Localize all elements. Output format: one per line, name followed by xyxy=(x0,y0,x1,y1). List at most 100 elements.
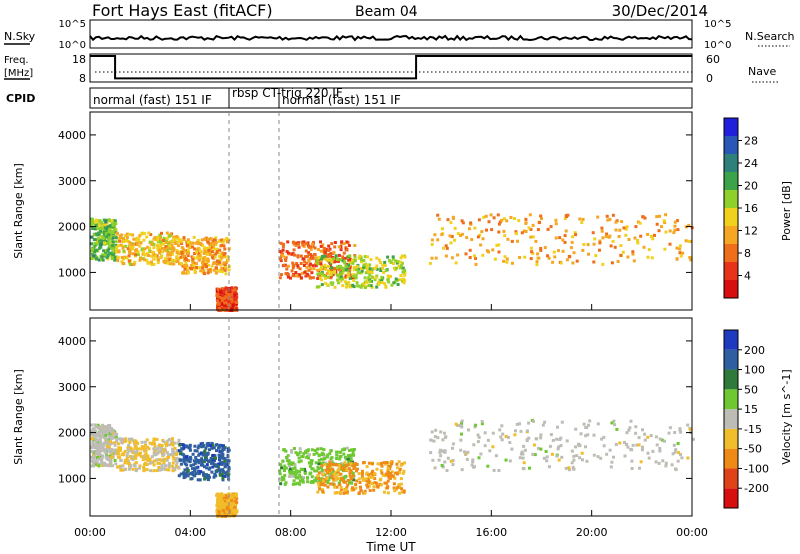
echo-cell xyxy=(664,461,668,465)
echo-cell xyxy=(183,468,187,472)
echo-cell xyxy=(316,447,320,451)
echo-cell xyxy=(177,474,181,478)
echo-cell xyxy=(216,303,219,307)
echo-cell xyxy=(352,279,356,282)
echo-cell xyxy=(554,236,558,240)
echo-cell xyxy=(350,481,354,485)
echo-cell xyxy=(97,464,101,468)
echo-cell xyxy=(188,266,192,270)
echo-cell xyxy=(539,447,543,451)
echo-cell xyxy=(332,260,336,264)
echo-cell xyxy=(203,477,207,481)
y-tick-label: 3000 xyxy=(58,175,86,188)
time-axis: 00:00 04:00 08:00 12:00 16:00 20:00 00:00 xyxy=(74,304,708,539)
echo-cell xyxy=(235,295,239,299)
echo-cell xyxy=(575,454,579,458)
echo-cell xyxy=(215,504,219,508)
echo-cell xyxy=(90,433,93,437)
echo-cell xyxy=(225,290,228,294)
echo-cell xyxy=(104,431,108,435)
echo-cell xyxy=(206,271,210,275)
echo-cell xyxy=(310,448,314,452)
echo-cell xyxy=(199,250,203,254)
echo-cell xyxy=(523,448,527,452)
echo-cell xyxy=(166,257,170,261)
echo-cell xyxy=(343,260,347,264)
echo-cell xyxy=(92,464,96,468)
echo-cell xyxy=(341,266,345,270)
echo-cell xyxy=(375,285,379,289)
echo-cell xyxy=(316,490,320,494)
echo-cell xyxy=(348,276,352,280)
echo-cell xyxy=(98,432,102,436)
echo-cell xyxy=(337,464,341,467)
echo-cell xyxy=(328,253,332,257)
echo-cell xyxy=(297,460,301,464)
echo-cell xyxy=(317,256,320,260)
echo-cell xyxy=(137,237,141,241)
echo-cell xyxy=(173,441,177,445)
echo-cell xyxy=(483,431,487,435)
echo-cell xyxy=(323,457,327,461)
echo-cell xyxy=(94,429,98,433)
echo-cell xyxy=(134,253,138,257)
echo-cell xyxy=(330,258,333,262)
echo-cell xyxy=(331,463,335,467)
power-echo-group xyxy=(90,213,694,312)
echo-cell xyxy=(187,271,190,274)
echo-cell xyxy=(150,242,154,246)
echo-cell xyxy=(510,239,514,243)
echo-cell xyxy=(686,423,690,427)
echo-cell xyxy=(207,248,211,252)
echo-cell xyxy=(444,244,448,248)
echo-cell xyxy=(220,254,224,258)
echo-cell xyxy=(445,469,449,472)
echo-cell xyxy=(195,460,199,463)
echo-cell xyxy=(641,428,644,432)
echo-cell xyxy=(234,494,238,498)
echo-cell xyxy=(96,239,100,243)
echo-cell xyxy=(143,463,147,467)
echo-cell xyxy=(235,497,239,501)
echo-cell xyxy=(508,441,512,444)
echo-cell xyxy=(301,455,305,459)
echo-cell xyxy=(278,469,282,473)
echo-cell xyxy=(90,257,94,260)
echo-cell xyxy=(153,236,157,240)
echo-cell xyxy=(575,259,579,263)
echo-cell xyxy=(309,267,313,271)
echo-cell xyxy=(558,438,562,441)
echo-cell xyxy=(192,256,196,260)
nsky-label: N.Sky xyxy=(4,30,36,43)
echo-cell xyxy=(94,460,98,463)
echo-cell xyxy=(218,260,222,264)
echo-cell xyxy=(672,231,676,235)
echo-cell xyxy=(453,238,457,242)
echo-cell xyxy=(164,441,168,445)
echo-cell xyxy=(128,455,132,458)
echo-cell xyxy=(131,458,135,462)
echo-cell xyxy=(444,254,448,258)
echo-cell xyxy=(108,227,111,231)
echo-cell xyxy=(97,452,101,456)
echo-cell xyxy=(121,437,125,441)
echo-cell xyxy=(182,457,186,461)
echo-cell xyxy=(92,426,96,430)
echo-cell xyxy=(535,437,539,441)
echo-cell xyxy=(433,466,437,470)
echo-cell xyxy=(97,227,101,231)
nsearch-label: N.Search xyxy=(745,30,795,43)
echo-cell xyxy=(210,255,214,259)
echo-cell xyxy=(101,428,105,432)
echo-cell xyxy=(329,471,333,475)
echo-cell xyxy=(347,263,350,267)
echo-cell xyxy=(630,448,634,452)
echo-cell xyxy=(163,246,167,250)
echo-cell xyxy=(323,463,327,467)
echo-cell xyxy=(216,498,220,502)
echo-cell xyxy=(386,274,390,278)
echo-cell xyxy=(366,473,370,477)
echo-cell xyxy=(353,254,357,258)
echo-cell xyxy=(687,223,691,227)
echo-cell xyxy=(109,430,113,434)
